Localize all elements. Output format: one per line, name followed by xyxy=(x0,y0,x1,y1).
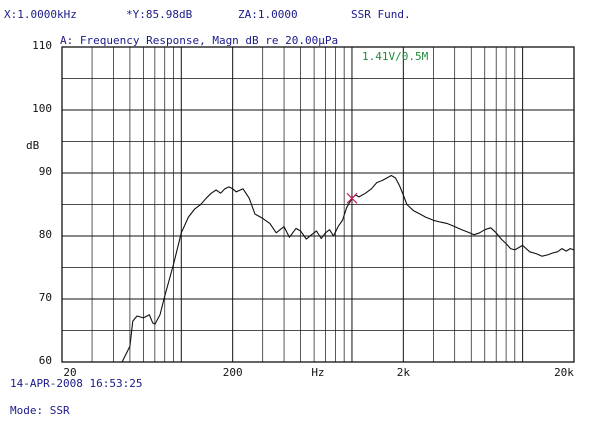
mode-label: Mode: SSR xyxy=(10,404,70,417)
y-tick-label: 70 xyxy=(38,291,52,304)
cursor-marker xyxy=(346,192,358,204)
x-tick-label: 200 xyxy=(222,366,243,379)
x-tick-label: 2k xyxy=(396,366,410,379)
plot-frame xyxy=(61,46,575,363)
x-cursor-readout: X:1.0000kHz xyxy=(4,8,77,21)
y-cursor-readout: *Y:85.98dB xyxy=(126,8,193,21)
y-tick-label: 60 xyxy=(38,354,52,367)
z-readout: ZA:1.0000 xyxy=(238,8,298,21)
response-trace xyxy=(121,174,575,363)
y-axis-label: dB xyxy=(26,139,40,152)
grid-layer xyxy=(62,47,574,362)
timestamp: 14-APR-2008 16:53:25 xyxy=(10,377,143,390)
x-tick-label: 20k xyxy=(554,366,574,379)
chart-title: A: Frequency Response, Magn dB re 20.00µ… xyxy=(60,34,339,47)
y-tick-label: 90 xyxy=(38,165,52,178)
y-tick-label: 80 xyxy=(38,228,52,241)
x-tick-label: 20 xyxy=(63,366,77,379)
y-tick-label: 100 xyxy=(32,102,52,115)
x-tick-label: Hz xyxy=(311,366,325,379)
stimulus-annotation: 1.41V/0.5M xyxy=(362,50,429,63)
cursor-cross xyxy=(346,192,358,204)
y-tick-label: 110 xyxy=(32,39,52,52)
analysis-mode-readout: SSR Fund. xyxy=(351,8,411,21)
